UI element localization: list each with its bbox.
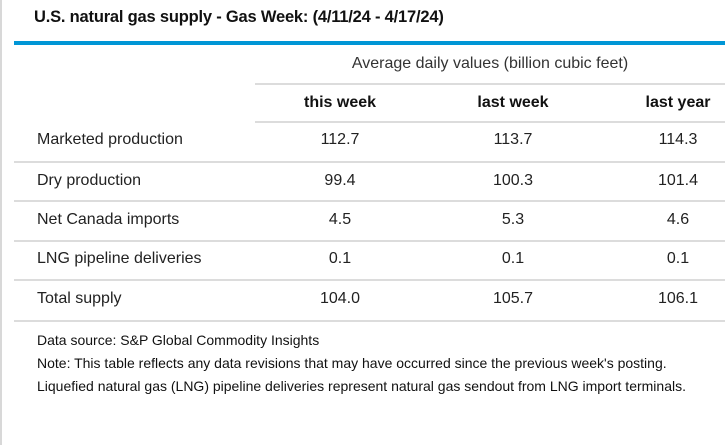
row-divider (14, 320, 725, 322)
row-divider (14, 161, 725, 163)
row-value: 0.1 (328, 250, 352, 267)
footnote: Note: This table reflects any data revis… (37, 355, 686, 394)
row-value: 100.3 (492, 172, 534, 189)
title-underline (14, 41, 725, 45)
divider (255, 121, 725, 123)
row-divider (14, 240, 725, 242)
row-value: 4.5 (328, 211, 352, 228)
column-header-this-week: this week (303, 94, 377, 111)
row-value: 0.1 (666, 250, 690, 267)
row-divider (14, 279, 725, 281)
table-title: U.S. natural gas supply - Gas Week: (4/1… (34, 8, 444, 26)
units-subheader: Average daily values (billion cubic feet… (351, 55, 629, 72)
row-value: 4.6 (666, 211, 690, 228)
panel-border (0, 0, 2, 445)
row-label: LNG pipeline deliveries (37, 250, 202, 267)
row-value: 5.3 (501, 211, 525, 228)
column-header-last-week: last week (477, 94, 549, 111)
row-value: 104.0 (319, 290, 361, 307)
row-value: 112.7 (320, 131, 360, 148)
row-value: 101.4 (657, 172, 699, 189)
row-label: Total supply (37, 290, 122, 307)
data-source: Data source: S&P Global Commodity Insigh… (37, 332, 320, 348)
row-value: 0.1 (501, 250, 525, 267)
row-value: 105.7 (492, 290, 534, 307)
row-label: Net Canada imports (37, 211, 180, 228)
row-value: 114.3 (658, 131, 698, 148)
row-label: Dry production (37, 172, 142, 189)
divider (255, 83, 725, 85)
column-header-last-year: last year (645, 94, 711, 111)
row-value: 106.1 (657, 290, 699, 307)
row-label: Marketed production (37, 131, 183, 148)
row-divider (14, 200, 725, 202)
row-value: 99.4 (324, 172, 356, 189)
row-value: 113.7 (493, 131, 533, 148)
